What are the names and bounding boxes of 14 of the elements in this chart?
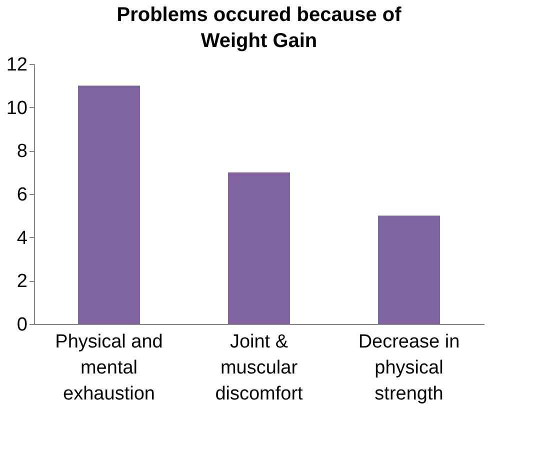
bar xyxy=(228,172,290,324)
y-tick-label: 12 xyxy=(6,54,28,76)
chart-title: Problems occured because of Weight Gain xyxy=(116,4,402,52)
y-tick-label: 0 xyxy=(16,314,28,336)
y-tick-label: 10 xyxy=(6,98,28,119)
x-tick-label: Decrease in physical strength xyxy=(358,332,460,404)
x-tick-label: Joint & muscular discomfort xyxy=(215,332,304,404)
y-tick-label: 8 xyxy=(16,141,28,162)
x-tick-label: Physical and mental exhaustion xyxy=(55,332,163,404)
y-tick-label: 2 xyxy=(16,271,28,292)
y-tick-label: 6 xyxy=(16,184,28,206)
bar xyxy=(78,86,140,324)
y-tick-label: 4 xyxy=(16,228,28,249)
bar xyxy=(378,216,440,324)
